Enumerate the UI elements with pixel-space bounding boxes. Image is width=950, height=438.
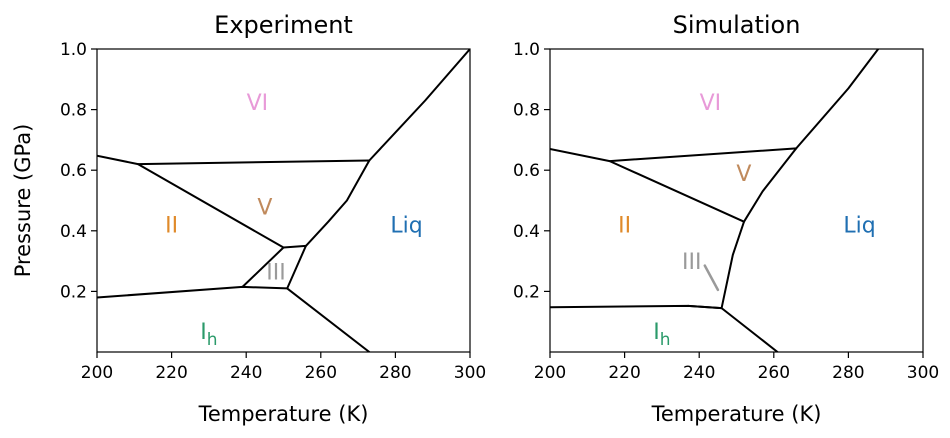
phase-label: Ih <box>653 320 670 350</box>
x-tick-label: 280 <box>379 363 411 383</box>
x-axis-label: Temperature (K) <box>198 402 369 426</box>
phase-label: II <box>618 214 631 239</box>
x-tick-label: 260 <box>305 363 337 383</box>
chart-title: Experiment <box>214 11 353 39</box>
x-tick-label: 240 <box>683 363 715 383</box>
phase-label: III <box>682 250 701 275</box>
y-tick-label: 0.8 <box>60 101 87 121</box>
phase-label: II <box>165 214 178 239</box>
y-tick-label: 0.2 <box>60 282 87 302</box>
phase-label: V <box>736 162 751 187</box>
phase-boundary-line <box>97 154 285 249</box>
x-tick-label: 280 <box>832 363 864 383</box>
phase-label: VI <box>700 91 722 116</box>
y-axis-label: Pressure (GPa) <box>11 124 35 278</box>
chart-panel-simulation: Simulation 200 220 240 260 280 300 0.2 0.4 0.6 0.8… <box>513 11 939 426</box>
x-tick-label: 240 <box>230 363 262 383</box>
x-axis-label: Temperature (K) <box>651 402 822 426</box>
phase-boundary-line <box>241 244 307 290</box>
y-tick-label: 1.0 <box>513 40 540 60</box>
phase-boundary-line <box>687 304 723 310</box>
x-tick-label: 200 <box>81 363 113 383</box>
phase-boundary-line <box>608 147 798 163</box>
x-tick-label: 260 <box>758 363 790 383</box>
x-tick-label: 200 <box>534 363 566 383</box>
y-tick-label: 0.4 <box>513 222 540 242</box>
phase-boundary-line <box>550 148 745 223</box>
plot-frame <box>549 48 924 353</box>
x-tick-label: 300 <box>907 363 939 383</box>
phase-boundary-line <box>97 285 371 352</box>
chart-panel-experiment: Experiment 200 220 240 260 280 300 0.2 0.4 0.6 0.8… <box>11 11 486 426</box>
chart-title: Simulation <box>673 11 801 39</box>
x-tick-label: 220 <box>155 363 187 383</box>
phase-boundary-line <box>137 159 371 166</box>
phase-boundary-line <box>720 49 880 310</box>
y-tick-label: 0.6 <box>60 161 87 181</box>
phase-boundary-line <box>304 49 470 247</box>
phase-label: V <box>257 196 272 221</box>
label-leader-line <box>703 264 720 292</box>
phase-label: III <box>266 261 285 286</box>
y-tick-label: 1.0 <box>60 40 87 60</box>
plot-frame <box>96 48 471 353</box>
x-tick-label: 300 <box>454 363 486 383</box>
phase-label: Ih <box>200 320 217 350</box>
phase-label: Liq <box>843 214 875 239</box>
x-tick-label: 220 <box>608 363 640 383</box>
y-tick-label: 0.4 <box>60 222 87 242</box>
y-tick-label: 0.8 <box>513 101 540 121</box>
phase-boundaries <box>550 49 880 352</box>
phase-boundaries <box>97 49 470 352</box>
phase-label: VI <box>247 91 269 116</box>
y-tick-label: 0.6 <box>513 161 540 181</box>
phase-label: Liq <box>390 214 422 239</box>
y-tick-label: 0.2 <box>513 282 540 302</box>
